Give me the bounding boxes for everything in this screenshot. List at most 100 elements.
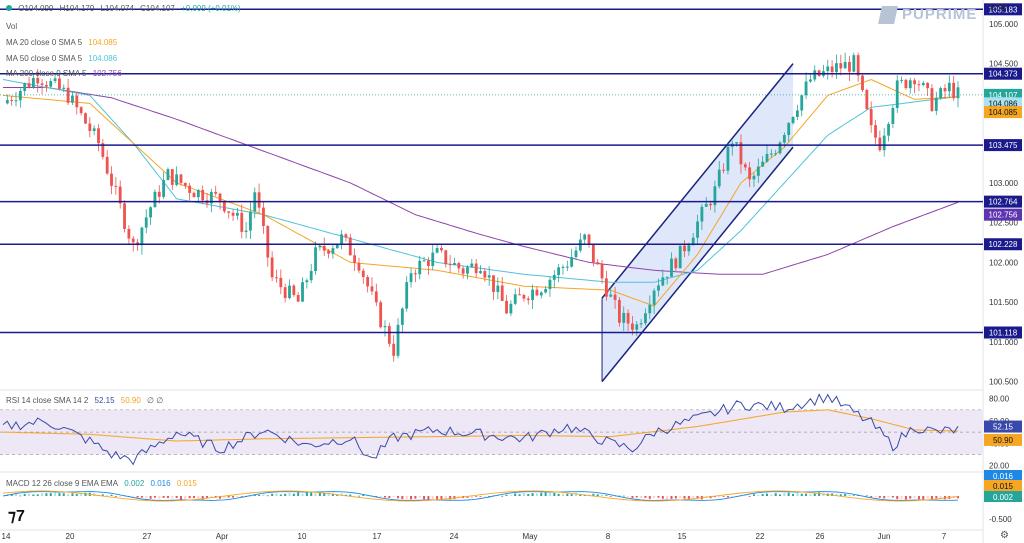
macd-histogram-bar: [596, 494, 599, 496]
candle-body: [808, 79, 812, 82]
candle-body: [101, 143, 105, 157]
macd-histogram-bar: [110, 494, 113, 496]
channel-lower-line: [601, 146, 794, 383]
candle-body: [926, 82, 930, 89]
macd-histogram-bar: [809, 493, 812, 496]
macd-histogram-bar: [505, 494, 508, 496]
macd-histogram-bar: [514, 493, 517, 496]
macd-histogram-bar: [71, 493, 74, 496]
candle-body: [5, 100, 9, 104]
macd-histogram-bar: [757, 494, 760, 496]
macd-histogram-bar: [657, 496, 660, 498]
horizontal-levels[interactable]: [0, 8, 983, 334]
macd-histogram-bar: [957, 496, 959, 499]
macd-histogram-bar: [236, 496, 239, 497]
time-axis[interactable]: 14 20 27 Apr 10 17 24 May 8 15 22 26 Jun 7: [2, 532, 947, 541]
volume-legend[interactable]: Vol: [6, 22, 18, 31]
candle-body: [309, 271, 313, 281]
macd-histogram-bar: [635, 496, 638, 498]
macd-tag: [984, 470, 1022, 481]
macd-legend[interactable]: MACD 12 26 close 9 EMA EMA 0.002 0.016 0…: [6, 479, 201, 488]
currency-selector[interactable]: USD: [990, 3, 1007, 12]
candle-body: [752, 175, 756, 180]
candle-body: [726, 146, 730, 171]
macd-histogram-bar: [301, 493, 304, 496]
price-tag-text: 104.086: [989, 99, 1018, 108]
candle-body: [609, 294, 613, 297]
macd-histogram-bar: [392, 496, 395, 497]
macd-histogram-bar: [670, 496, 673, 500]
candle-body: [552, 275, 556, 280]
macd-histogram-bar: [457, 496, 460, 498]
macd-histogram-bar: [45, 493, 48, 496]
price-axis-tick: 100.500: [989, 378, 1018, 387]
price-axis-tick: 103.000: [989, 179, 1018, 188]
close-value: C104.107: [140, 4, 175, 13]
time-axis-tick: May: [522, 532, 537, 541]
candle-body: [448, 264, 452, 266]
rsi-extra: ∅ ∅: [147, 396, 164, 405]
candle-body: [631, 323, 634, 330]
price-labels: 105.183 104.373 103.475 102.764 102.228 101.1…: [984, 3, 1022, 502]
candle-body: [531, 289, 535, 300]
candle-body: [23, 83, 27, 92]
candle-body: [209, 191, 213, 204]
candle-body: [240, 212, 244, 232]
candle-body: [548, 279, 552, 290]
rsi-rsi-line: [2, 393, 959, 466]
macd-histogram-bar: [939, 496, 942, 499]
macd-histogram-bar: [844, 493, 847, 496]
macd-histogram-bar: [883, 496, 886, 499]
candle-body: [270, 257, 274, 278]
candle-body: [361, 270, 365, 278]
candle-body: [848, 61, 851, 72]
ma200-legend[interactable]: MA 200 close 0 SMA 5 102.756: [6, 69, 126, 78]
macd-histogram-bar: [570, 494, 573, 496]
candle-body: [170, 169, 174, 185]
macd-histogram-bar: [601, 494, 604, 496]
macd-tag: [984, 491, 1022, 502]
candle-body: [887, 123, 890, 136]
macd-histogram-bar: [10, 494, 13, 496]
rsi-axis-tick: 20.00: [989, 462, 1010, 471]
ma50-line: [2, 79, 959, 283]
candle-body: [392, 343, 396, 356]
candle-body: [84, 113, 87, 124]
candle-body: [75, 95, 79, 108]
macd-histogram-bar: [188, 496, 191, 499]
candle-body: [340, 234, 344, 245]
candle-body: [904, 79, 908, 89]
candle-body: [795, 110, 799, 117]
macd-histogram-bar: [153, 496, 156, 498]
candle-body: [162, 180, 166, 197]
macd-histogram-bar: [922, 496, 925, 500]
ma20-legend[interactable]: MA 20 close 0 SMA 5 104.085: [6, 38, 121, 47]
ma50-legend[interactable]: MA 50 close 0 SMA 5 104.086: [6, 54, 121, 63]
settings-gear-icon[interactable]: ⚙: [1000, 530, 1009, 541]
candle-body: [939, 88, 943, 99]
rsi-legend[interactable]: RSI 14 close SMA 14 2 52.15 50.90 ∅ ∅: [6, 396, 167, 405]
ma200-tag-text: 102.756: [989, 211, 1018, 220]
candle-body: [114, 185, 118, 187]
candle-body: [322, 245, 326, 251]
candle-body: [674, 258, 678, 269]
macd-histogram-bar: [674, 496, 677, 499]
candle-body: [288, 285, 291, 299]
macd-label: MACD 12 26 close 9 EMA EMA: [6, 479, 119, 488]
candle-body: [405, 282, 409, 309]
candle-body: [166, 169, 170, 181]
candle-body: [305, 280, 309, 283]
rsi-label: RSI 14 close SMA 14 2: [6, 396, 89, 405]
macd-histogram-bar: [405, 496, 408, 499]
candle-body: [214, 191, 218, 194]
macd-histogram-bar: [887, 496, 890, 498]
level-tag-text: 105.183: [989, 5, 1018, 14]
time-axis-tick: 27: [143, 532, 152, 541]
candle-body: [314, 247, 317, 272]
macd-histogram-bar: [80, 493, 83, 496]
time-axis-tick: Apr: [216, 532, 229, 541]
macd-histogram-bar: [58, 493, 61, 496]
macd-histogram-bar: [193, 496, 195, 498]
macd-histogram-bar: [136, 496, 139, 498]
